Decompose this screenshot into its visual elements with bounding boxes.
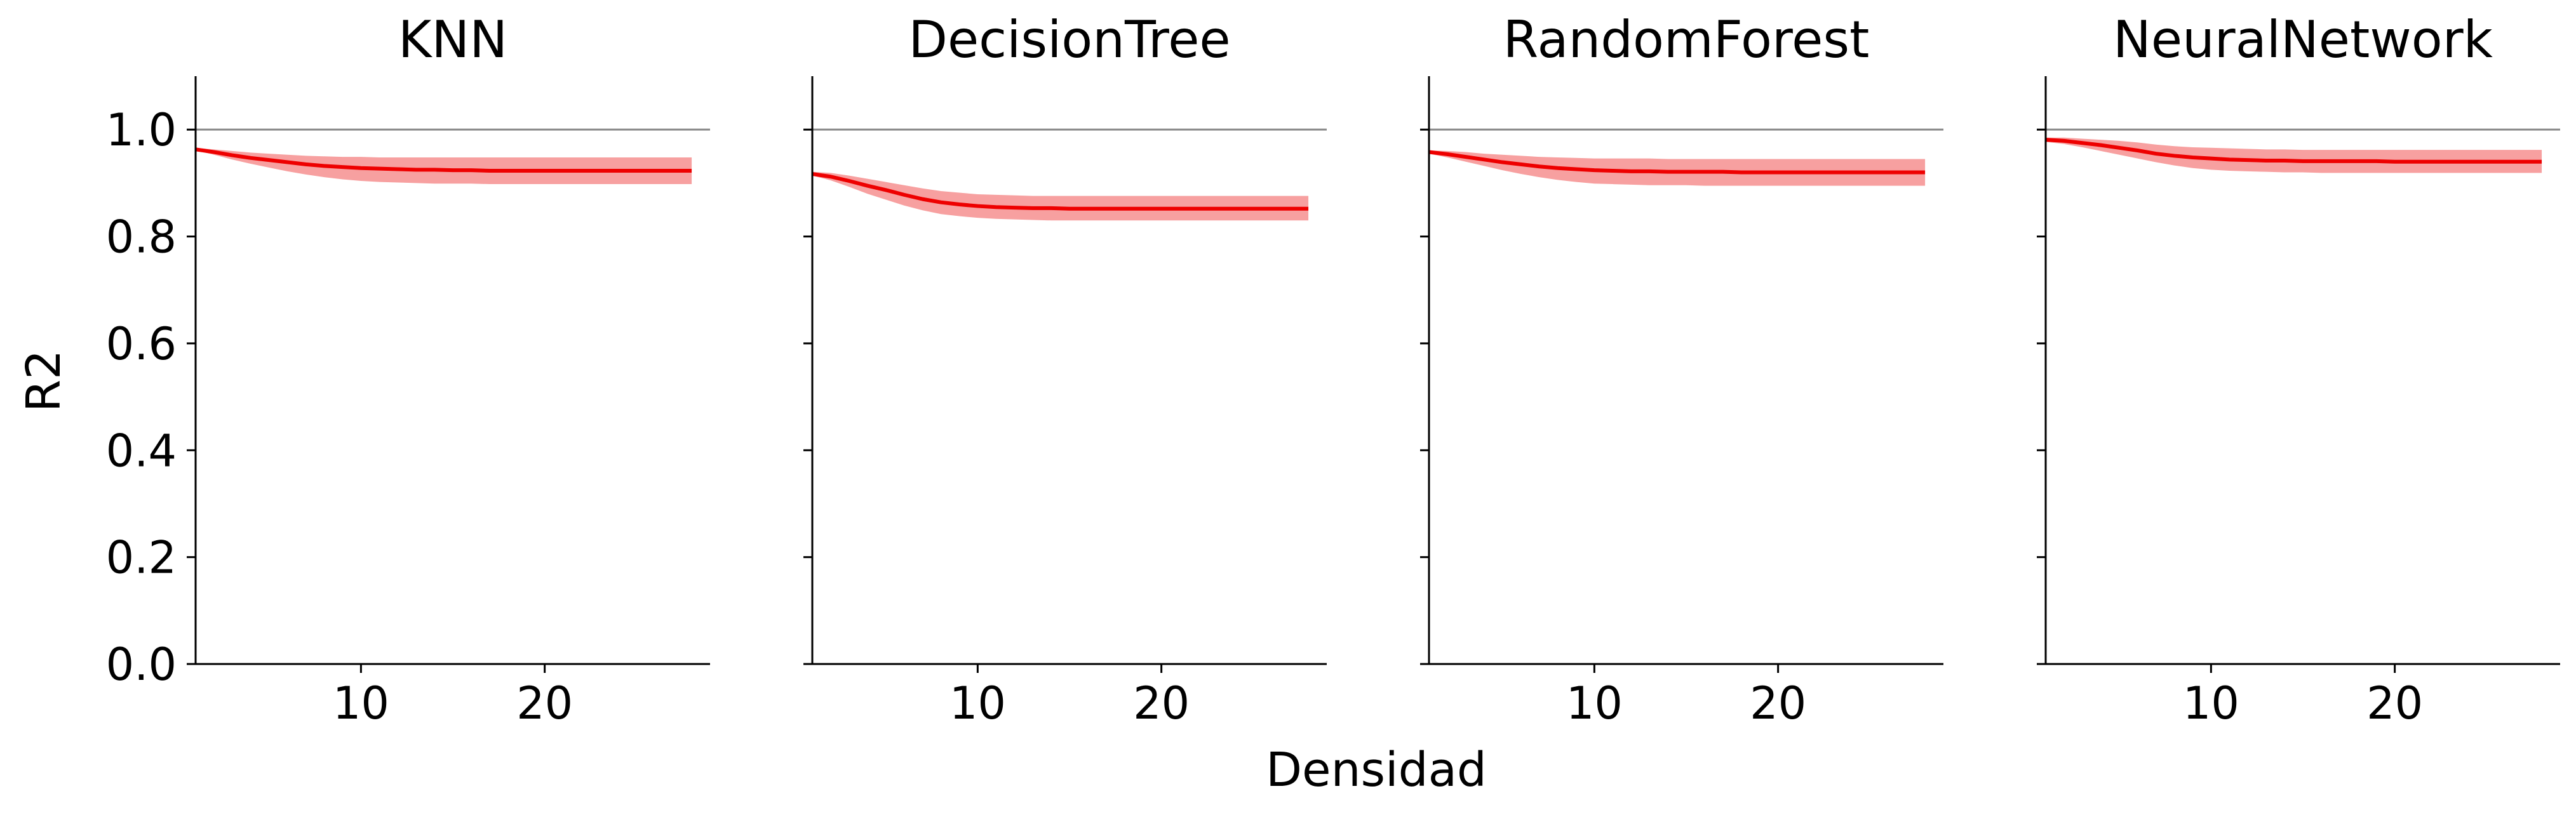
x-tick-label: 20 [516,677,573,729]
subplot-title: NeuralNetwork [2113,10,2493,69]
confidence-band [196,147,692,185]
y-tick-label: 0.4 [106,425,177,477]
series-line [1428,150,1926,175]
y-tick-label: 0.2 [106,532,177,584]
y-tick-label: 1.0 [106,104,177,156]
figure-y-axis-label: R2 [17,350,71,413]
x-tick-label: 10 [1566,677,1623,729]
subplot-title: RandomForest [1503,10,1870,69]
y-tick-label: 0.8 [106,211,177,263]
confidence-band [2046,137,2542,173]
y-tick-label: 0.6 [106,318,177,370]
x-tick-label: 10 [333,677,389,729]
subplot-knn: KNN 0.0 0.2 0.4 0.6 0.8 1.0 10 20 [106,10,710,729]
x-tick-label: 20 [1133,677,1190,729]
x-tick-label: 20 [2366,677,2423,729]
figure-x-axis-label: Densidad [1266,743,1487,797]
x-tick-label: 10 [949,677,1006,729]
subplot-panels: KNN 0.0 0.2 0.4 0.6 0.8 1.0 10 20 DecisionTree 10 2… [106,10,2560,729]
series-line [195,147,692,173]
y-tick-label: 0.0 [106,639,177,691]
x-tick-label: 20 [1750,677,1806,729]
subplot-neuralnetwork: NeuralNetwork 10 20 [2037,10,2560,729]
series-line [2045,138,2542,164]
confidence-band [1429,150,1926,186]
subplot-title: DecisionTree [908,10,1230,69]
subplot-decisiontree: DecisionTree 10 20 [803,10,1327,729]
subplot-randomforest: RandomForest 10 20 [1420,10,1943,729]
subplot-title: KNN [398,10,507,69]
series-line [812,172,1309,211]
x-tick-label: 10 [2183,677,2239,729]
confidence-band [812,171,1309,221]
